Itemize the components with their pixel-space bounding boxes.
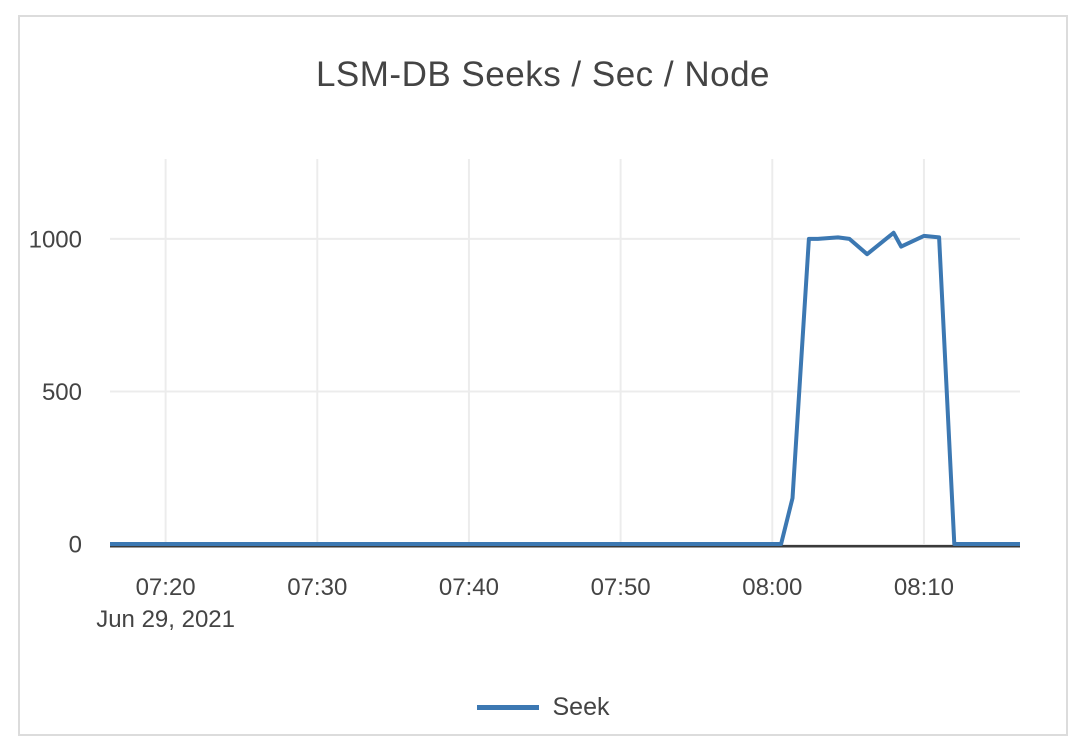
plot-area[interactable]: 07:20 Jun 29, 2021 07:30 07:40 07:50 08:00 08:… [20, 17, 1066, 734]
x-tick-label: 07:40 [439, 574, 499, 601]
legend-series-label: Seek [552, 692, 610, 721]
x-tick-label: 07:30 [287, 574, 347, 601]
legend-item-seek[interactable]: Seek [476, 692, 610, 722]
y-tick-label: 500 [42, 379, 82, 406]
chart-title: LSM-DB Seeks / Sec / Node [315, 55, 771, 94]
x-tick-label: 08:10 [894, 574, 954, 601]
legend-line-swatch-icon [476, 704, 539, 710]
y-tick-label: 1000 [29, 226, 82, 253]
legend: Seek [20, 692, 1066, 722]
series-line-seek[interactable] [110, 230, 1020, 546]
x-tick-label: 07:20 [136, 574, 196, 601]
chart-card: LSM-DB Seeks / Sec / Node 07:20 Jun 29, 2… [18, 15, 1068, 736]
y-tick-label: 0 [69, 532, 82, 559]
x-axis-date-label: Jun 29, 2021 [96, 606, 235, 633]
x-tick-label: 08:00 [742, 574, 802, 601]
x-tick-label: 07:50 [591, 574, 651, 601]
